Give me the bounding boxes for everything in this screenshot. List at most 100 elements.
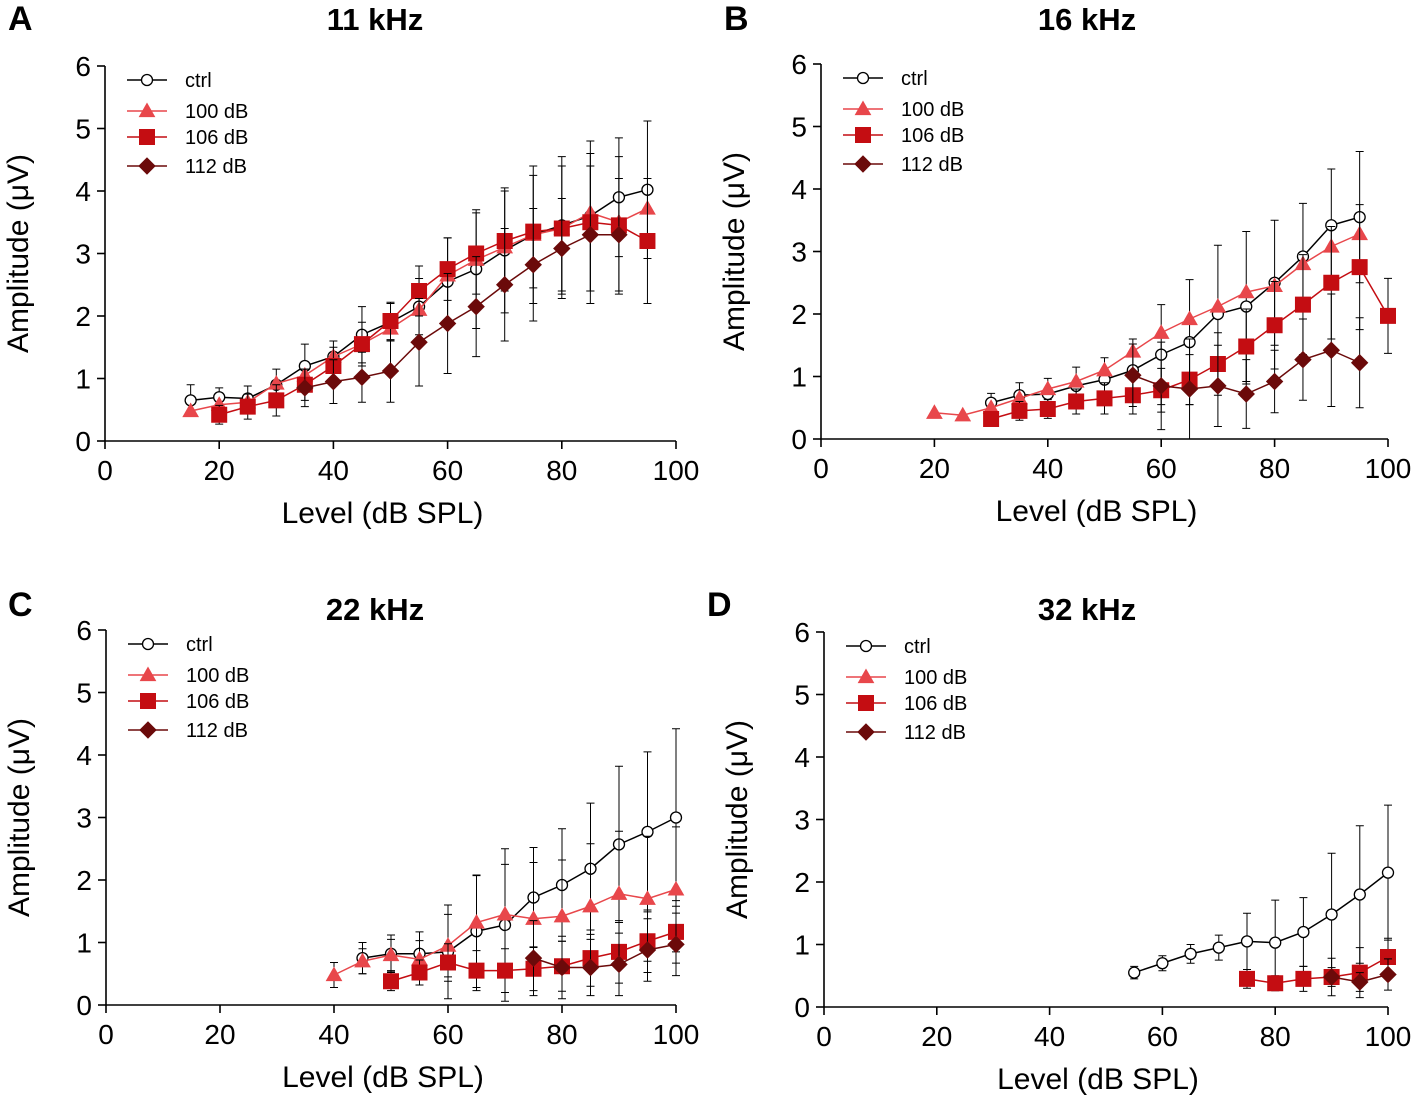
series-line [218,221,648,416]
x-axis-title: Level (dB SPL) [282,497,484,530]
data-point [1152,324,1170,339]
data-point [1152,377,1170,395]
data-point [581,958,600,977]
data-point [524,949,543,967]
data-point [496,905,514,921]
x-tick-label: 20 [919,453,950,484]
y-tick-label: 1 [791,362,807,393]
panel-d: D 32 kHz 0 20 40 60 80 100 0 1 2 3 4 5 6 Level (dB SPL)… [707,586,1411,1096]
legend-marker [856,71,870,85]
x-tick-label: 100 [653,455,700,486]
data-point [1353,888,1366,901]
y-tick-label: 0 [791,424,807,455]
data-point [467,297,485,316]
data-point [926,404,943,419]
legend-marker [139,129,155,145]
x-tick-label: 20 [921,1021,952,1052]
data-point [1297,925,1310,939]
data-point [1269,936,1282,949]
x-tick-label: 20 [204,1019,235,1050]
x-tick-label: 80 [546,455,577,486]
data-point [382,313,399,329]
data-point [1323,274,1340,291]
data-point [581,226,600,244]
data-point [1184,947,1197,961]
panel-letter: C [8,586,33,624]
x-tick-label: 40 [1032,453,1063,484]
legend-label: 112 dB [185,156,247,178]
data-point [553,239,571,258]
data-point [524,256,542,274]
series-112-db [1124,293,1369,440]
data-point [1128,966,1141,979]
data-point [354,952,371,968]
x-tick-label: 40 [318,455,349,486]
legend-label: ctrl [185,70,212,92]
y-tick-label: 0 [76,990,92,1021]
y-tick-label: 0 [75,426,91,457]
x-tick-label: 60 [1146,453,1177,484]
series-line [1133,872,1389,974]
legend-marker [139,721,157,739]
y-tick-label: 6 [75,51,91,82]
legend: ctrl 100 dB 106 dB 112 dB [127,70,248,178]
series-106-db [1239,937,1396,999]
y-tick-label: 5 [794,680,810,711]
legend-marker [141,637,155,651]
legend-marker [859,639,873,653]
data-point [610,955,628,974]
y-tick-label: 6 [794,617,810,648]
x-axis-title: Level (dB SPL) [282,1061,484,1094]
data-point [638,941,657,959]
legend-marker [138,102,156,118]
series-ctrl [356,728,683,1002]
legend-label: 106 dB [185,127,248,149]
legend-label: 100 dB [185,101,248,123]
x-tick-label: 80 [1259,453,1290,484]
y-tick-label: 1 [794,930,810,961]
x-tick-label: 100 [1365,453,1412,484]
data-point [669,811,683,824]
series-line [362,816,677,959]
data-point [1096,361,1113,377]
y-tick-label: 6 [791,49,807,80]
x-tick-label: 0 [816,1021,832,1052]
x-tick-label: 80 [546,1019,577,1050]
data-point [639,233,656,249]
data-point [1238,338,1255,355]
legend-label: 112 dB [904,722,966,744]
series-112-db [296,165,628,408]
data-point [954,406,972,422]
data-point [497,962,513,979]
legend-label: 100 dB [901,99,964,121]
data-point [1011,402,1028,419]
y-axis-title: Amplitude (μV) [721,720,754,919]
y-axis-title: Amplitude (μV) [3,718,36,917]
data-point [1295,970,1312,987]
data-point [382,946,400,962]
panel-title: 22 kHz [326,592,424,627]
data-point [639,890,656,905]
data-point [610,226,628,244]
series-ctrl [984,151,1366,413]
y-axis-title: Amplitude (μV) [718,152,751,351]
y-tick-label: 2 [75,301,91,332]
panel-c: C 22 kHz 0 20 40 60 80 100 0 1 2 3 4 5 6 Level (dB SPL)… [3,586,699,1094]
data-point [211,406,228,423]
legend-label: 106 dB [901,125,964,147]
data-point [1156,957,1169,970]
data-point [1322,968,1341,986]
y-tick-label: 5 [791,112,807,143]
data-point [983,411,1000,427]
x-tick-label: 20 [204,455,235,486]
legend-marker [138,157,156,175]
panel-title: 11 kHz [327,2,424,37]
legend-marker [854,155,872,173]
data-point [1209,377,1227,395]
data-point [1240,935,1254,948]
data-point [1265,372,1284,391]
data-point [1124,366,1142,384]
y-tick-label: 0 [794,992,810,1023]
data-point [667,935,685,954]
data-point [325,966,343,982]
